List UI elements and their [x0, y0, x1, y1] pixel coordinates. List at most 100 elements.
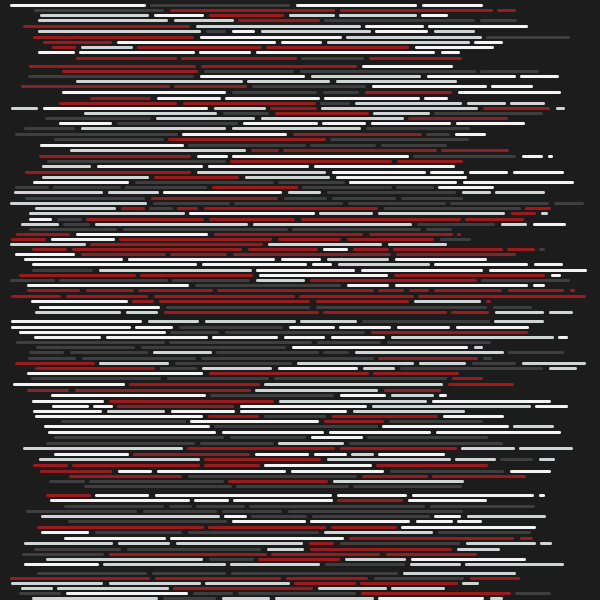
line-segment-white [510, 470, 551, 473]
line-segment-light-gray [345, 558, 406, 561]
line-segment-white [520, 75, 559, 78]
line-segment-dark-gray [300, 70, 476, 73]
line-segment-dark-gray [554, 202, 584, 205]
line-segment-light-gray [109, 582, 201, 585]
line-segment-light-gray [457, 548, 500, 551]
line-segment-dark-gray [284, 197, 327, 200]
line-segment-white [35, 415, 203, 418]
line-segment-light-gray [311, 75, 421, 78]
line-segment-red [21, 85, 170, 88]
line-segment-red [340, 447, 457, 450]
line-segment-white [171, 410, 235, 413]
line-segment-light-gray [541, 212, 548, 215]
line-segment-dark-gray [22, 553, 104, 556]
line-segment-dark-gray [264, 415, 326, 418]
line-segment-dark-gray [15, 133, 178, 136]
line-segment-light-gray [196, 25, 361, 28]
line-segment-red [173, 587, 313, 590]
line-segment-light-gray [14, 191, 103, 194]
line-segment-red [177, 207, 198, 210]
line-segment-red [408, 117, 508, 120]
line-segment-white [489, 269, 587, 272]
line-stripes [10, 4, 587, 600]
line-segment-dark-gray [34, 9, 164, 12]
line-segment-red [373, 372, 459, 375]
line-segment-dark-gray [426, 133, 450, 136]
line-segment-red [369, 57, 462, 60]
line-segment-dark-gray [84, 485, 232, 488]
line-segment-white [534, 263, 563, 266]
line-segment-dark-gray [481, 279, 570, 282]
line-segment-white [33, 181, 129, 184]
line-segment-red [168, 138, 326, 141]
line-segment-light-gray [95, 223, 248, 226]
line-segment-light-gray [278, 442, 344, 445]
line-segment-dark-gray [216, 351, 319, 354]
line-segment-red [248, 248, 318, 251]
line-segment-light-gray [81, 46, 133, 49]
line-segment-dark-gray [323, 351, 349, 354]
line-segment-dark-gray [430, 505, 535, 508]
line-segment-dark-gray [193, 592, 233, 595]
line-segment-white [243, 122, 318, 125]
line-segment-light-gray [99, 362, 169, 365]
line-segment-white [430, 171, 464, 174]
line-segment-white [43, 107, 208, 110]
line-segment-light-gray [84, 112, 217, 115]
line-segment-light-gray [21, 223, 59, 226]
line-segment-red [238, 19, 320, 22]
line-segment-red [209, 14, 284, 17]
line-segment-dark-gray [292, 228, 421, 231]
line-segment-white [255, 453, 309, 456]
line-segment-dark-gray [170, 331, 219, 334]
line-segment-red [204, 464, 260, 467]
line-segment-red [283, 149, 437, 152]
line-segment-dark-gray [210, 394, 334, 397]
line-segment-light-gray [42, 176, 149, 179]
line-segment-white [39, 306, 160, 309]
line-segment-dark-gray [127, 548, 261, 551]
line-segment-light-gray [336, 80, 457, 83]
line-segment-white [15, 253, 75, 256]
line-segment-white [378, 453, 445, 456]
line-segment-red [393, 248, 503, 251]
line-segment-light-gray [148, 320, 199, 323]
line-segment-red [187, 447, 335, 450]
line-segment-white [59, 122, 112, 125]
line-segment-light-gray [288, 191, 321, 194]
line-segment-dark-gray [353, 485, 462, 488]
line-segment-white [415, 46, 494, 49]
line-segment-white [52, 405, 89, 408]
line-segment-red [470, 577, 520, 580]
line-segment-white [225, 97, 320, 100]
line-segment-dark-gray [426, 228, 452, 231]
line-segment-red [217, 289, 374, 292]
line-segment-dark-gray [387, 341, 491, 344]
line-segment-light-gray [324, 531, 433, 534]
line-segment-light-gray [466, 542, 536, 545]
line-segment-dark-gray [251, 515, 307, 518]
line-segment-dark-gray [327, 191, 456, 194]
line-segment-red [86, 289, 134, 292]
line-segment-light-gray [391, 336, 554, 339]
line-segment-dark-gray [417, 223, 495, 226]
line-segment-white [259, 274, 388, 277]
line-segment-dark-gray [249, 505, 425, 508]
line-segment-white [323, 248, 348, 251]
line-segment-white [155, 494, 332, 497]
line-segment-white [432, 400, 551, 403]
line-segment-red [129, 383, 260, 386]
line-segment-white [349, 181, 457, 184]
line-segment-dark-gray [54, 436, 224, 439]
line-segment-white [32, 400, 104, 403]
line-segment-dark-gray [59, 279, 168, 282]
line-segment-red [270, 107, 317, 110]
line-segment-red [72, 248, 242, 251]
line-segment-white [33, 410, 102, 413]
line-segment-white [10, 4, 146, 7]
line-segment-light-gray [378, 212, 505, 215]
line-segment-red [301, 218, 461, 221]
line-segment-dark-gray [324, 19, 475, 22]
line-segment-light-gray [214, 107, 266, 110]
